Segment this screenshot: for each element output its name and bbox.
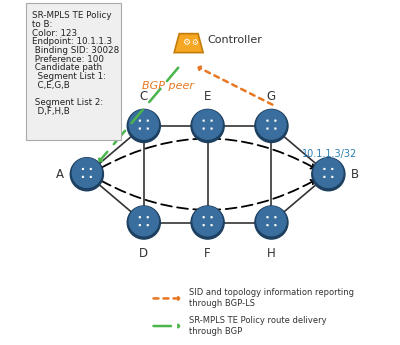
Circle shape bbox=[127, 109, 160, 142]
Text: 10.1.1.3/32: 10.1.1.3/32 bbox=[302, 149, 358, 158]
Text: Candidate path: Candidate path bbox=[32, 63, 102, 72]
Circle shape bbox=[191, 206, 224, 239]
Text: F: F bbox=[204, 247, 211, 260]
Text: E: E bbox=[204, 90, 211, 103]
Text: ⚙: ⚙ bbox=[182, 38, 190, 47]
Circle shape bbox=[129, 207, 158, 236]
Circle shape bbox=[255, 109, 288, 142]
Text: SR-MPLS TE Policy: SR-MPLS TE Policy bbox=[32, 11, 112, 20]
Circle shape bbox=[129, 110, 158, 139]
Circle shape bbox=[72, 158, 102, 187]
Circle shape bbox=[255, 206, 288, 239]
Text: C: C bbox=[140, 90, 148, 103]
Circle shape bbox=[257, 207, 286, 236]
Circle shape bbox=[193, 207, 222, 236]
Text: BGP peer: BGP peer bbox=[142, 81, 194, 91]
Text: Segment List 1:: Segment List 1: bbox=[32, 72, 106, 81]
Text: G: G bbox=[267, 90, 276, 103]
Text: A: A bbox=[56, 168, 64, 181]
Text: Controller: Controller bbox=[207, 36, 262, 45]
Text: SID and topology information reporting
through BGP-LS: SID and topology information reporting t… bbox=[189, 288, 354, 308]
Circle shape bbox=[193, 110, 222, 139]
Text: to B:: to B: bbox=[32, 20, 53, 29]
Circle shape bbox=[70, 158, 104, 191]
Text: D,F,H,B: D,F,H,B bbox=[32, 107, 70, 116]
Text: Endpoint: 10.1.1.3: Endpoint: 10.1.1.3 bbox=[32, 37, 112, 46]
Text: C,E,G,B: C,E,G,B bbox=[32, 81, 70, 90]
Text: Binding SID: 30028: Binding SID: 30028 bbox=[32, 46, 120, 55]
Circle shape bbox=[127, 206, 160, 239]
Circle shape bbox=[191, 109, 224, 142]
Text: D: D bbox=[139, 247, 148, 260]
Text: Preference: 100: Preference: 100 bbox=[32, 55, 104, 64]
Text: B: B bbox=[351, 168, 359, 181]
Polygon shape bbox=[174, 34, 203, 52]
Text: SR-MPLS TE Policy route delivery
through BGP: SR-MPLS TE Policy route delivery through… bbox=[189, 316, 326, 336]
Text: Segment List 2:: Segment List 2: bbox=[32, 98, 104, 107]
Circle shape bbox=[312, 158, 345, 191]
Text: Color: 123: Color: 123 bbox=[32, 29, 78, 38]
Text: ⚙: ⚙ bbox=[192, 38, 198, 47]
Circle shape bbox=[314, 158, 343, 187]
Text: H: H bbox=[267, 247, 276, 260]
Circle shape bbox=[257, 110, 286, 139]
FancyBboxPatch shape bbox=[26, 3, 121, 140]
